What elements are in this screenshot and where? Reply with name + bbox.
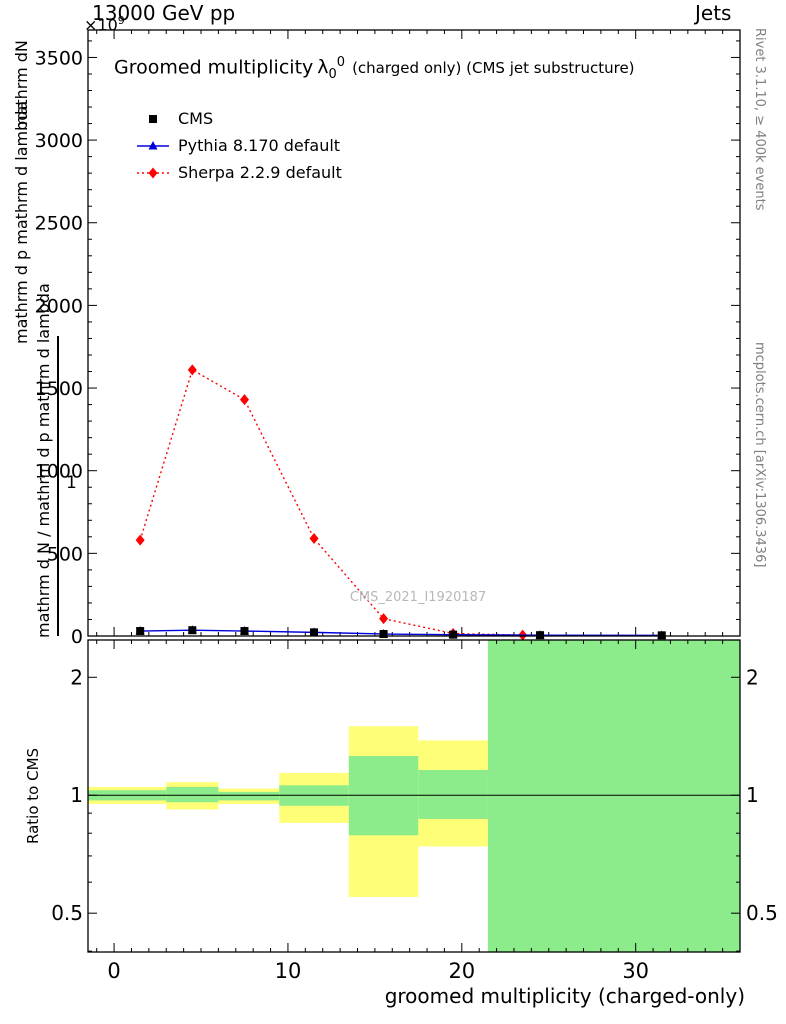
plot-title-suffix: (charged only) (CMS jet substructure) bbox=[352, 59, 635, 78]
plot-title: Groomed multiplicity λ00 (charged only) (C… bbox=[114, 55, 635, 82]
svg-text:0: 0 bbox=[107, 959, 120, 983]
series-cms bbox=[136, 626, 666, 640]
cms-square-marker-icon bbox=[136, 111, 170, 127]
svg-text:0.5: 0.5 bbox=[51, 901, 83, 925]
analysis-group-label: Jets bbox=[695, 1, 732, 25]
ratio-axis-label: Ratio to CMS bbox=[24, 747, 42, 845]
legend-label-cms: CMS bbox=[178, 109, 214, 128]
lambda-symbol: λ bbox=[317, 56, 329, 79]
svg-text:2: 2 bbox=[746, 665, 759, 689]
y-axis-label-part3: mathrm d N / mathrm d p mathrm d lambda bbox=[34, 283, 53, 638]
svg-text:1: 1 bbox=[70, 783, 83, 807]
beam-energy-label: 13000 GeV pp bbox=[92, 1, 236, 25]
svg-text:10: 10 bbox=[275, 959, 302, 983]
x-axis-title: groomed multiplicity (charged-only) bbox=[384, 984, 745, 1008]
y-axis-multiplier: ×109 bbox=[84, 14, 125, 34]
svg-text:2: 2 bbox=[70, 665, 83, 689]
plot-title-main: Groomed multiplicity bbox=[114, 56, 314, 79]
ratio-panel-frame bbox=[87, 639, 741, 953]
legend: CMS Pythia 8.170 default Sherpa 2.2.9 de… bbox=[136, 105, 342, 186]
svg-text:3000: 3000 bbox=[35, 130, 83, 152]
ratio-uncertainty-bands bbox=[88, 640, 740, 952]
lambda-superscript: 0 bbox=[336, 55, 346, 70]
svg-text:1: 1 bbox=[746, 783, 759, 807]
legend-label-pythia: Pythia 8.170 default bbox=[178, 136, 341, 155]
lambda-subscript: 0 bbox=[328, 67, 337, 83]
y-axis-multiplier-exponent: 9 bbox=[117, 14, 125, 27]
legend-item-pythia: Pythia 8.170 default bbox=[136, 132, 342, 159]
y-axis-label-part2: mathrm d p mathrm d lambda bbox=[12, 100, 31, 344]
y-axis-fraction-numerator: 1 bbox=[66, 473, 77, 493]
svg-text:500: 500 bbox=[47, 543, 83, 565]
watermark: CMS_2021_I1920187 bbox=[349, 590, 487, 605]
pythia-triangle-marker-icon bbox=[136, 138, 170, 154]
rivet-version-label: Rivet 3.1.10, ≥ 400k events bbox=[752, 28, 767, 211]
legend-label-sherpa: Sherpa 2.2.9 default bbox=[178, 163, 342, 182]
svg-text:30: 30 bbox=[622, 959, 649, 983]
sherpa-diamond-marker-icon bbox=[136, 165, 170, 181]
svg-text:0.5: 0.5 bbox=[746, 901, 778, 925]
svg-text:20: 20 bbox=[448, 959, 475, 983]
series-pythia-8-170-default bbox=[135, 625, 667, 639]
svg-text:2500: 2500 bbox=[35, 213, 83, 235]
y-axis-multiplier-base: ×10 bbox=[84, 15, 118, 35]
svg-text:0: 0 bbox=[71, 626, 83, 648]
mcplots-arxiv-label: mcplots.cern.ch [arXiv:1306.3436] bbox=[752, 342, 767, 568]
legend-item-cms: CMS bbox=[136, 105, 342, 132]
axis-ticks bbox=[88, 30, 741, 952]
y-axis-fraction-bar bbox=[57, 336, 59, 636]
svg-text:3500: 3500 bbox=[35, 47, 83, 69]
main-panel-frame bbox=[87, 29, 741, 637]
svg-text:2000: 2000 bbox=[35, 295, 83, 317]
legend-item-sherpa: Sherpa 2.2.9 default bbox=[136, 159, 342, 186]
